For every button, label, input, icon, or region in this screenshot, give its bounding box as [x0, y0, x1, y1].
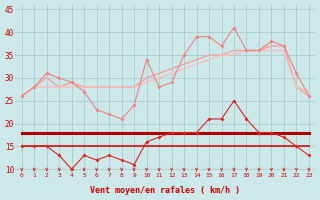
X-axis label: Vent moyen/en rafales ( km/h ): Vent moyen/en rafales ( km/h ) [90, 186, 240, 195]
